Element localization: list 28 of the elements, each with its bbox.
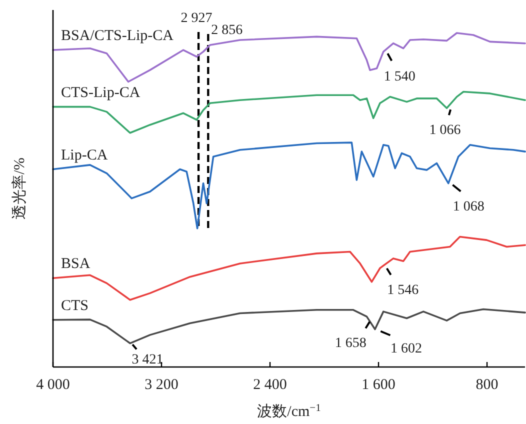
annotation: 3 421 bbox=[132, 344, 164, 368]
series-label: BSA/CTS-Lip-CA bbox=[61, 28, 174, 44]
annotation: 1 066 bbox=[429, 109, 461, 138]
x-tick-label: 800 bbox=[476, 377, 498, 393]
annotation: 1 546 bbox=[387, 282, 419, 298]
annotation: 1 068 bbox=[452, 199, 484, 214]
ref-line-label: 2 927 bbox=[180, 11, 212, 26]
annotation: 1 658 bbox=[334, 336, 366, 352]
x-tick-label: 1 600 bbox=[362, 377, 396, 393]
x-tick-label: 2 400 bbox=[253, 377, 287, 393]
x-axis-title: 波数/cm$^{−1}$ bbox=[257, 402, 321, 420]
series-label: CTS-Lip-CA bbox=[61, 84, 140, 101]
annotation: 1 546 bbox=[386, 268, 419, 298]
annotation: 3 421 bbox=[132, 352, 164, 368]
series-label: CTS bbox=[61, 298, 89, 314]
annotation: 1 068 bbox=[452, 184, 484, 214]
x-tick-label: 4 000 bbox=[36, 377, 70, 393]
annotation: 1 602 bbox=[390, 341, 422, 356]
annotation: 1 602 bbox=[380, 330, 422, 356]
ref-line-label: 2 856 bbox=[211, 23, 243, 38]
x-tick-label: 3 200 bbox=[144, 377, 178, 393]
annotation: 1 658 bbox=[334, 321, 370, 352]
annotation: 1 540 bbox=[384, 70, 416, 85]
y-axis-title: 透光率/% bbox=[11, 158, 28, 220]
annotation: 1 066 bbox=[429, 123, 461, 138]
series-label: Lip-CA bbox=[61, 147, 108, 164]
series-label: BSA bbox=[61, 256, 90, 272]
annotation: 1 540 bbox=[384, 53, 416, 85]
